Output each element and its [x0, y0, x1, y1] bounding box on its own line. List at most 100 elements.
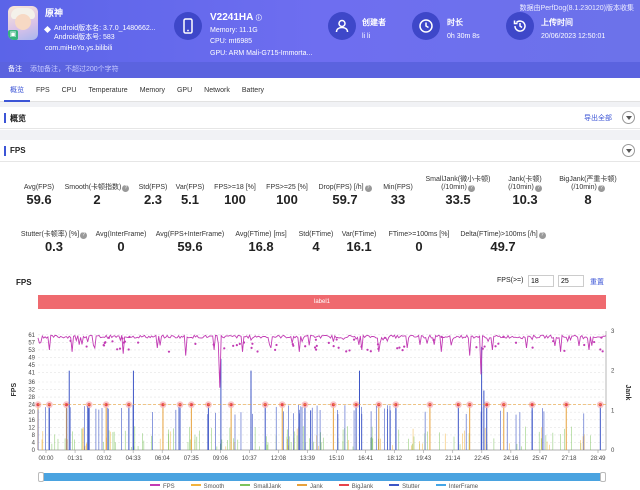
- fps-point: [440, 335, 443, 338]
- y-tick-label: 4: [32, 440, 36, 446]
- app-name: 原神: [45, 8, 64, 18]
- legend-bigjank[interactable]: BigJank: [339, 484, 373, 490]
- fps-point: [118, 347, 122, 350]
- x-tick-label: 00:00: [38, 456, 54, 462]
- fps-point: [212, 343, 215, 346]
- reset-button[interactable]: 重置: [590, 279, 604, 286]
- fps-point: [369, 350, 372, 353]
- fps-point: [332, 345, 335, 348]
- help-icon: ?: [467, 185, 475, 192]
- fps-point: [69, 339, 72, 342]
- fps-point: [377, 347, 380, 350]
- y-tick-label: 53: [28, 348, 35, 354]
- tab-gpu[interactable]: GPU: [176, 86, 193, 94]
- stat-avg-ftime: Avg(FTime) [ms] 16.8: [235, 231, 287, 254]
- threshold-input-1[interactable]: [528, 275, 554, 287]
- stat-var-fps: Var(FPS) 5.1: [175, 184, 205, 207]
- help-icon: ?: [534, 185, 542, 192]
- fps-point: [116, 348, 119, 351]
- tab-cpu[interactable]: CPU: [61, 86, 77, 94]
- stat-bigjank: BigJank(严重卡顿) (/10min)? 8: [559, 176, 617, 207]
- fps-point: [194, 342, 197, 345]
- tab-fps[interactable]: FPS: [36, 86, 50, 94]
- fps-point: [275, 343, 278, 347]
- device-memory: Memory: 11.1G: [210, 27, 258, 34]
- tab-network[interactable]: Network: [204, 86, 230, 94]
- creator-value: li li: [362, 33, 371, 40]
- threshold-input-2[interactable]: [558, 275, 584, 287]
- fps-point: [593, 340, 596, 344]
- fps-point: [242, 341, 246, 344]
- fps-point: [337, 346, 340, 349]
- y-tick-label: 61: [28, 333, 35, 339]
- legend-jank[interactable]: Jank: [297, 484, 323, 490]
- divider: [0, 130, 640, 140]
- device-gpu: GPU: ARM Mali-G715-Immorta...: [210, 50, 313, 57]
- note-bar: 备注 添加备注，不超过200个字符: [0, 62, 640, 78]
- x-tick-label: 18:12: [387, 456, 403, 462]
- overview-section-header: 概览 导出全部: [0, 107, 640, 129]
- bigjank-marker: [485, 403, 489, 407]
- stat-fps-ge-18: FPS>=18 [%] 100: [214, 184, 256, 207]
- legend-stutter[interactable]: Stutter: [389, 484, 420, 490]
- tab-battery[interactable]: Battery: [241, 86, 265, 94]
- overview-title: 概览: [10, 114, 26, 123]
- stat-smalljank: SmallJank(微小卡顿) (/10min)? 33.5: [425, 176, 491, 207]
- export-all-button[interactable]: 导出全部: [584, 115, 612, 122]
- y-tick-label: 57: [28, 340, 35, 346]
- fps-point: [563, 349, 566, 352]
- x-tick-label: 24:16: [503, 456, 519, 462]
- fps-section-header: FPS: [0, 140, 640, 162]
- bigjank-marker: [530, 403, 534, 407]
- app-icon: ▣: [8, 6, 38, 40]
- label-band[interactable]: label1: [38, 295, 606, 309]
- note-input[interactable]: 添加备注，不超过200个字符: [29, 66, 119, 73]
- upload-value: 20/06/2023 12:50:01: [541, 33, 606, 40]
- stat-ftime-ge-100: FTime>=100ms [%] 0: [388, 231, 450, 254]
- tab-memory[interactable]: Memory: [139, 86, 165, 94]
- stat-jank: Jank(卡顿) (/10min)? 10.3: [508, 176, 542, 207]
- fps-point: [304, 345, 307, 348]
- stat-avg-fps: Avg(FPS) 59.6: [23, 184, 55, 207]
- fps-point: [376, 343, 380, 346]
- fps-point: [360, 345, 363, 348]
- scroll-handle-right[interactable]: [600, 472, 606, 482]
- legend-smalljank[interactable]: SmallJank: [240, 484, 281, 490]
- fps-point: [250, 346, 253, 350]
- collapse-fps-button[interactable]: [622, 144, 635, 157]
- y2-tick-label: 3: [611, 329, 615, 335]
- bigjank-marker: [354, 403, 358, 407]
- time-range-scrollbar[interactable]: [38, 472, 606, 482]
- help-icon: ?: [80, 232, 88, 239]
- bigjank-marker: [564, 403, 568, 407]
- fps-point: [366, 348, 369, 351]
- legend-smooth[interactable]: Smooth: [191, 484, 225, 490]
- y-tick-label: 32: [28, 388, 35, 394]
- phone-icon: [174, 12, 202, 40]
- scroll-handle-left[interactable]: [38, 472, 44, 482]
- fps-point: [531, 346, 534, 349]
- stat-min-fps: Min(FPS) 33: [383, 184, 413, 207]
- upload-label: 上传时间: [541, 18, 573, 27]
- tab-temperature[interactable]: Temperature: [88, 86, 128, 94]
- collapse-overview-button[interactable]: [622, 111, 635, 124]
- help-icon: ?: [597, 185, 605, 192]
- bilibili-badge-icon: ▣: [8, 30, 18, 40]
- fps-point: [475, 346, 478, 349]
- bigjank-marker: [229, 403, 233, 407]
- stat-var-ftime: Var(FTime) 16.1: [341, 231, 377, 254]
- fps-point: [313, 346, 317, 349]
- y-tick-label: 16: [28, 418, 35, 424]
- chart-legend: FPS Smooth SmallJank Jank BigJank Stutter Inte…: [150, 484, 478, 490]
- x-tick-label: 25:47: [532, 456, 548, 462]
- fps-point: [432, 338, 435, 342]
- fps-point: [383, 336, 387, 339]
- legend-interframe[interactable]: InterFrame: [436, 484, 478, 490]
- fps-point: [291, 343, 294, 346]
- report-header: 数据由PerfDog(8.1.230120)版本收集 ▣ 原神 Android版…: [0, 0, 640, 62]
- x-tick-label: 06:04: [155, 456, 171, 462]
- legend-fps[interactable]: FPS: [150, 484, 175, 490]
- tab-overview[interactable]: 概览: [4, 80, 30, 102]
- fps-point: [128, 335, 131, 338]
- app-version: Android版本名: 3.7.0_1480662... Android版本号:…: [54, 25, 156, 41]
